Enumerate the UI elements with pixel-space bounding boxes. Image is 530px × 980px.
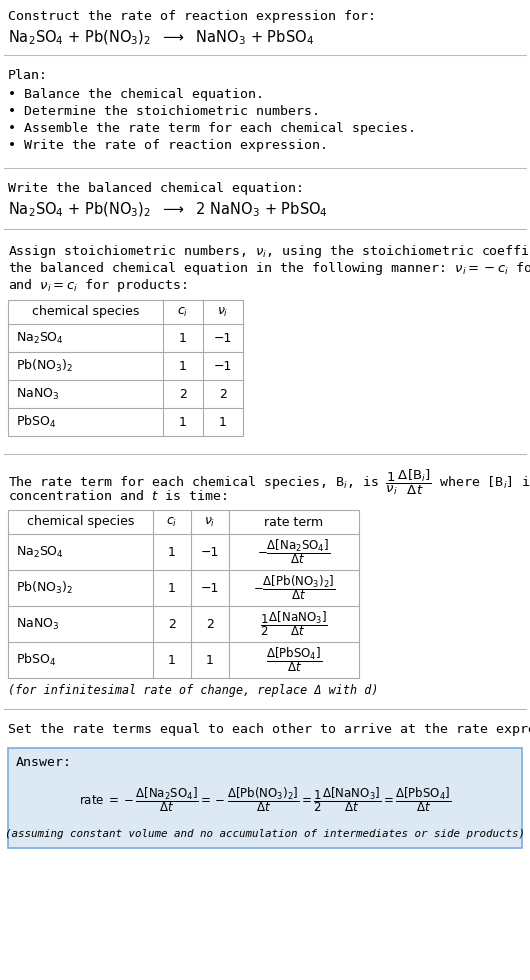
- Text: $c_i$: $c_i$: [166, 515, 178, 528]
- Text: 2: 2: [219, 387, 227, 401]
- Text: the balanced chemical equation in the following manner: $\nu_i = -c_i$ for react: the balanced chemical equation in the fo…: [8, 260, 530, 277]
- Text: rate $= -\dfrac{\Delta[\mathrm{Na_2SO_4}]}{\Delta t} = -\dfrac{\Delta[\mathrm{Pb: rate $= -\dfrac{\Delta[\mathrm{Na_2SO_4}…: [79, 786, 451, 814]
- Text: Na$_2$SO$_4$: Na$_2$SO$_4$: [16, 330, 64, 346]
- Text: Na$_2$SO$_4$ + Pb(NO$_3$)$_2$  $\longrightarrow$  NaNO$_3$ + PbSO$_4$: Na$_2$SO$_4$ + Pb(NO$_3$)$_2$ $\longrigh…: [8, 29, 314, 47]
- Text: $\dfrac{\Delta[\mathrm{PbSO_4}]}{\Delta t}$: $\dfrac{\Delta[\mathrm{PbSO_4}]}{\Delta …: [266, 646, 322, 674]
- Text: PbSO$_4$: PbSO$_4$: [16, 652, 56, 668]
- Text: The rate term for each chemical species, B$_i$, is $\dfrac{1}{\nu_i}\dfrac{\Delt: The rate term for each chemical species,…: [8, 468, 530, 497]
- Text: PbSO$_4$: PbSO$_4$: [16, 414, 56, 430]
- Text: Construct the rate of reaction expression for:: Construct the rate of reaction expressio…: [8, 10, 376, 23]
- Text: chemical species: chemical species: [27, 515, 134, 528]
- Text: chemical species: chemical species: [32, 306, 139, 318]
- Text: 1: 1: [168, 546, 176, 559]
- Text: Na$_2$SO$_4$ + Pb(NO$_3$)$_2$  $\longrightarrow$  2 NaNO$_3$ + PbSO$_4$: Na$_2$SO$_4$ + Pb(NO$_3$)$_2$ $\longrigh…: [8, 201, 328, 220]
- Text: $c_i$: $c_i$: [178, 306, 189, 318]
- Text: 1: 1: [206, 654, 214, 666]
- Text: Plan:: Plan:: [8, 69, 48, 82]
- Bar: [8, 300, 243, 436]
- Text: −1: −1: [201, 581, 219, 595]
- Text: $\dfrac{1}{2}\dfrac{\Delta[\mathrm{NaNO_3}]}{\Delta t}$: $\dfrac{1}{2}\dfrac{\Delta[\mathrm{NaNO_…: [260, 610, 328, 638]
- Text: • Write the rate of reaction expression.: • Write the rate of reaction expression.: [8, 139, 328, 152]
- Text: −1: −1: [214, 360, 232, 372]
- Text: Write the balanced chemical equation:: Write the balanced chemical equation:: [8, 182, 304, 195]
- Text: 2: 2: [179, 387, 187, 401]
- Text: • Assemble the rate term for each chemical species.: • Assemble the rate term for each chemic…: [8, 122, 416, 135]
- Text: • Balance the chemical equation.: • Balance the chemical equation.: [8, 88, 264, 101]
- Text: Na$_2$SO$_4$: Na$_2$SO$_4$: [16, 545, 64, 560]
- Text: −1: −1: [201, 546, 219, 559]
- Text: Answer:: Answer:: [16, 756, 72, 769]
- Text: (assuming constant volume and no accumulation of intermediates or side products): (assuming constant volume and no accumul…: [5, 829, 525, 839]
- Text: rate term: rate term: [264, 515, 323, 528]
- Text: $-\dfrac{\Delta[\mathrm{Pb(NO_3)_2}]}{\Delta t}$: $-\dfrac{\Delta[\mathrm{Pb(NO_3)_2}]}{\D…: [253, 573, 335, 603]
- Text: $-\dfrac{\Delta[\mathrm{Na_2SO_4}]}{\Delta t}$: $-\dfrac{\Delta[\mathrm{Na_2SO_4}]}{\Del…: [258, 538, 331, 566]
- Text: concentration and $t$ is time:: concentration and $t$ is time:: [8, 489, 227, 503]
- FancyBboxPatch shape: [8, 748, 522, 848]
- Text: 1: 1: [179, 416, 187, 428]
- Text: Pb(NO$_3$)$_2$: Pb(NO$_3$)$_2$: [16, 358, 73, 374]
- Text: Set the rate terms equal to each other to arrive at the rate expression:: Set the rate terms equal to each other t…: [8, 723, 530, 736]
- Text: 1: 1: [179, 331, 187, 345]
- Text: $\nu_i$: $\nu_i$: [217, 306, 228, 318]
- Text: NaNO$_3$: NaNO$_3$: [16, 616, 59, 631]
- Text: −1: −1: [214, 331, 232, 345]
- Text: 2: 2: [168, 617, 176, 630]
- Text: 1: 1: [179, 360, 187, 372]
- Text: 1: 1: [168, 581, 176, 595]
- Text: NaNO$_3$: NaNO$_3$: [16, 386, 59, 402]
- Text: 1: 1: [219, 416, 227, 428]
- Text: Assign stoichiometric numbers, $\nu_i$, using the stoichiometric coefficients, $: Assign stoichiometric numbers, $\nu_i$, …: [8, 243, 530, 260]
- Text: 1: 1: [168, 654, 176, 666]
- Text: • Determine the stoichiometric numbers.: • Determine the stoichiometric numbers.: [8, 105, 320, 118]
- Text: 2: 2: [206, 617, 214, 630]
- Text: $\nu_i$: $\nu_i$: [204, 515, 216, 528]
- Bar: [8, 510, 359, 678]
- Text: Pb(NO$_3$)$_2$: Pb(NO$_3$)$_2$: [16, 580, 73, 596]
- Text: and $\nu_i = c_i$ for products:: and $\nu_i = c_i$ for products:: [8, 277, 187, 294]
- Text: (for infinitesimal rate of change, replace Δ with d): (for infinitesimal rate of change, repla…: [8, 684, 378, 697]
